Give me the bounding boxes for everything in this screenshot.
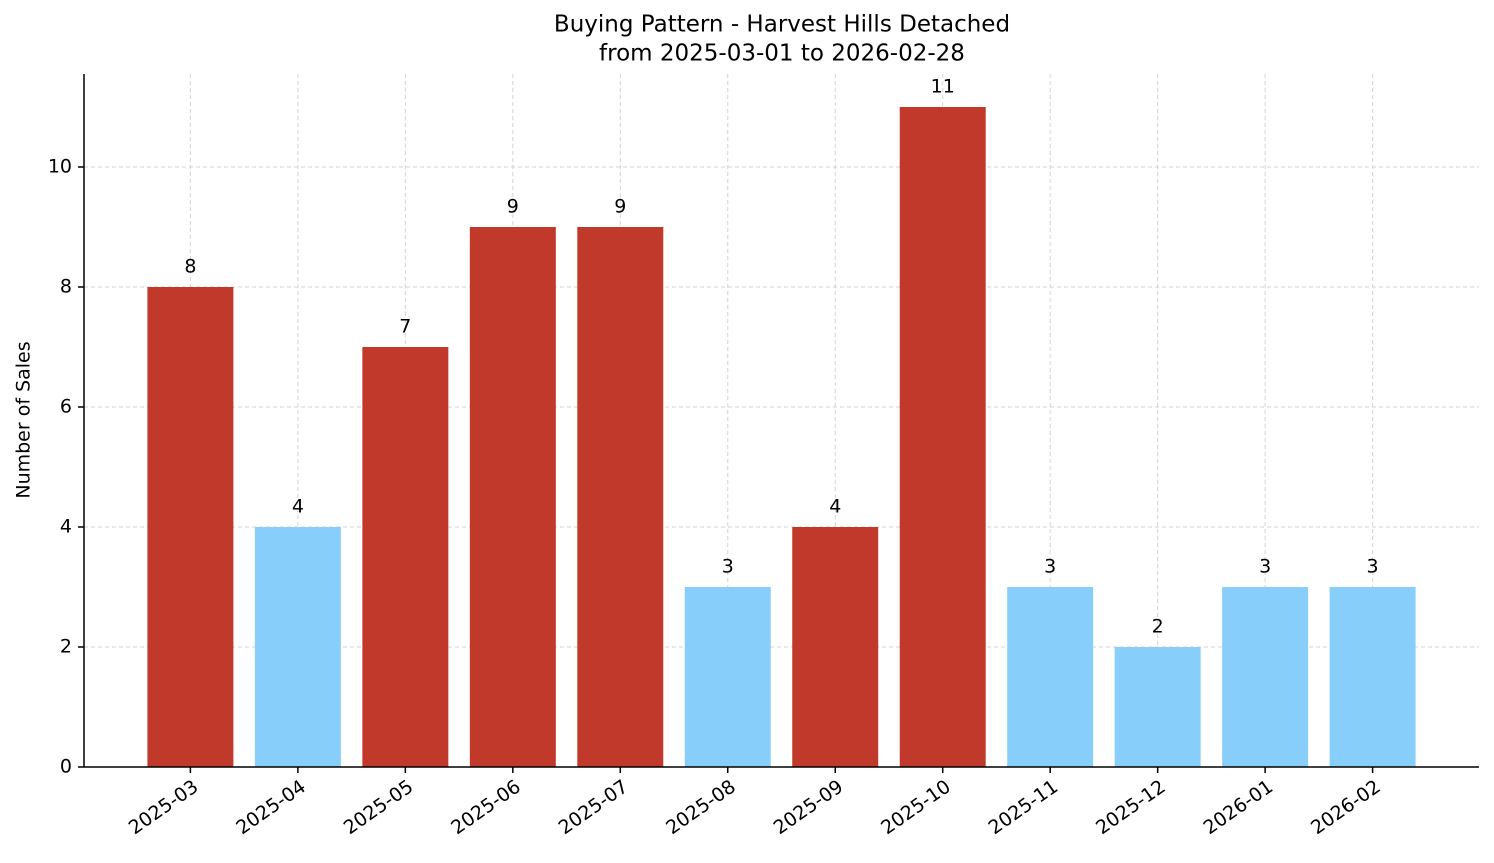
chart-title: Buying Pattern - Harvest Hills Detached xyxy=(554,12,1010,38)
y-tick-label: 6 xyxy=(60,396,72,418)
y-tick-label: 10 xyxy=(48,156,72,178)
y-tick-label: 8 xyxy=(60,276,72,298)
x-tick-label: 2025-12 xyxy=(1092,776,1170,840)
x-tick-label: 2025-05 xyxy=(340,776,418,840)
x-tick-label: 2025-09 xyxy=(770,776,848,840)
y-tick-label: 0 xyxy=(60,756,72,778)
y-axis-label: Number of Sales xyxy=(13,341,35,498)
x-tick-label: 2025-06 xyxy=(447,776,525,840)
x-tick-label: 2025-07 xyxy=(555,776,633,840)
x-tick-label: 2025-11 xyxy=(985,776,1063,840)
value-label: 4 xyxy=(292,496,304,518)
value-label: 3 xyxy=(1367,556,1379,578)
value-label: 9 xyxy=(614,196,626,218)
value-label: 3 xyxy=(1259,556,1271,578)
bar xyxy=(1007,587,1094,767)
x-tick-label: 2026-01 xyxy=(1199,776,1277,840)
x-tick-label: 2025-04 xyxy=(232,776,310,840)
value-label: 11 xyxy=(931,76,955,98)
value-label: 7 xyxy=(399,316,411,338)
value-label: 2 xyxy=(1152,616,1164,638)
bar xyxy=(1222,587,1309,767)
x-tick-label: 2025-08 xyxy=(662,776,740,840)
bar xyxy=(792,527,879,767)
bar xyxy=(147,287,234,767)
bar xyxy=(1114,647,1201,767)
value-label: 4 xyxy=(829,496,841,518)
y-tick-label: 2 xyxy=(60,636,72,658)
bar xyxy=(577,227,664,767)
value-label: 3 xyxy=(722,556,734,578)
bar xyxy=(899,107,986,767)
bar xyxy=(684,587,771,767)
chart-subtitle: from 2025-03-01 to 2026-02-28 xyxy=(599,41,965,67)
value-label: 8 xyxy=(184,256,196,278)
bar xyxy=(362,347,449,767)
value-label: 9 xyxy=(507,196,519,218)
bar xyxy=(469,227,556,767)
y-tick-label: 4 xyxy=(60,516,72,538)
x-tick-label: 2025-03 xyxy=(125,776,203,840)
bar xyxy=(254,527,341,767)
x-tick-label: 2025-10 xyxy=(877,776,955,840)
value-label: 3 xyxy=(1044,556,1056,578)
bar xyxy=(1329,587,1416,767)
x-tick-label: 2026-02 xyxy=(1307,776,1385,840)
